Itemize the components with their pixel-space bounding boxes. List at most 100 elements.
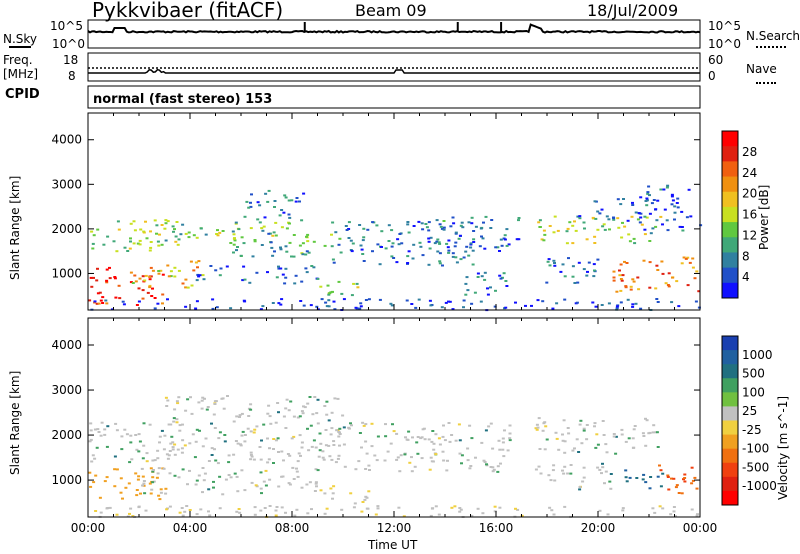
power-echo-cell	[274, 234, 278, 237]
power-echo-cell	[195, 279, 199, 282]
velocity-echo-cell	[131, 515, 135, 518]
velocity-echo-cell	[416, 452, 420, 455]
velocity-echo-cell	[151, 481, 155, 484]
power-echo-cell	[337, 280, 341, 283]
power-echo-cell	[472, 230, 476, 232]
nave-right-tick-bottom: 0	[708, 69, 716, 83]
velocity-echo-cell	[218, 507, 222, 510]
power-echo-cell	[123, 246, 127, 249]
velocity-echo-cell	[350, 424, 353, 427]
power-echo-cell	[97, 302, 101, 305]
velocity-echo-cell	[282, 459, 285, 462]
velocity-colorbar-swatch	[722, 490, 738, 506]
velocity-echo-cell	[466, 459, 470, 462]
velocity-echo-cell	[696, 513, 699, 516]
velocity-echo-cell	[481, 512, 485, 515]
velocity-echo-cell	[561, 433, 564, 436]
power-echo-cell	[233, 239, 237, 242]
power-echo-cell	[118, 297, 122, 300]
power-echo-cell	[406, 223, 410, 226]
power-echo-cell	[591, 301, 595, 304]
velocity-echo-cell	[609, 487, 613, 490]
power-echo-cell	[677, 305, 681, 308]
velocity-echo-cell	[438, 443, 442, 446]
power-echo-cell	[420, 222, 424, 225]
power-echo-cell	[483, 271, 487, 274]
velocity-echo-cell	[548, 506, 552, 509]
power-echo-cell	[454, 256, 458, 259]
velocity-echo-cell	[641, 478, 645, 481]
velocity-echo-cell	[555, 437, 559, 440]
power-echo-cell	[676, 206, 680, 209]
velocity-echo-cell	[318, 449, 322, 452]
power-echo-cell	[454, 241, 458, 244]
velocity-echo-cell	[373, 454, 377, 457]
velocity-echo-cell	[582, 429, 586, 432]
power-echo-cell	[153, 307, 157, 310]
power-echo-cell	[173, 275, 177, 278]
power-echo-cell	[173, 266, 177, 269]
power-echo-cell	[280, 298, 284, 301]
velocity-echo-cell	[210, 447, 214, 450]
power-echo-cell	[504, 280, 508, 282]
power-echo-cell	[187, 236, 191, 239]
power-echo-cell	[620, 236, 624, 239]
velocity-echo-cell	[667, 488, 671, 491]
power-echo-cell	[626, 298, 630, 301]
power-echo-cell	[312, 240, 316, 243]
velocity-echo-cell	[129, 507, 133, 510]
velocity-echo-cell	[476, 507, 480, 510]
power-echo-cell	[156, 240, 160, 243]
power-echo-cell	[211, 298, 215, 301]
power-echo-cell	[310, 265, 314, 267]
velocity-echo-cell	[315, 412, 319, 415]
velocity-echo-cell	[135, 448, 139, 451]
power-echo-cell	[645, 197, 649, 200]
velocity-echo-cell	[429, 456, 433, 459]
velocity-echo-cell	[566, 427, 570, 429]
power-echo-cell	[331, 290, 334, 293]
power-echo-cell	[294, 200, 298, 203]
time-tick-label: 12:00	[377, 521, 412, 535]
velocity-echo-cell	[129, 434, 133, 437]
power-echo-cell	[438, 242, 442, 245]
velocity-echo-cell	[252, 431, 256, 434]
power-echo-cell	[600, 208, 604, 211]
power-echo-cell	[364, 299, 368, 301]
velocity-echo-cell	[666, 476, 670, 478]
velocity-echo-cell	[91, 454, 95, 457]
velocity-echo-cell	[651, 431, 655, 434]
power-echo-cell	[629, 288, 633, 291]
power-echo-cell	[697, 290, 701, 293]
velocity-echo-cell	[134, 434, 138, 436]
power-colorbar-swatch	[722, 252, 738, 269]
power-echo-cell	[145, 237, 149, 240]
power-echo-cell	[241, 279, 245, 282]
power-echo-cell	[631, 204, 635, 206]
power-echo-cell	[447, 239, 451, 242]
velocity-echo-cell	[446, 459, 449, 462]
power-echo-cell	[471, 263, 475, 266]
velocity-echo-cell	[632, 446, 636, 449]
velocity-echo-cell	[94, 510, 98, 512]
power-echo-cell	[552, 231, 556, 234]
power-echo-cell	[153, 219, 157, 222]
velocity-echo-cell	[323, 405, 327, 407]
power-echo-cell	[347, 237, 351, 239]
power-echo-cell	[201, 274, 205, 277]
velocity-echo-cell	[537, 417, 541, 420]
velocity-echo-cell	[672, 506, 676, 508]
time-tick-label: 16:00	[479, 521, 514, 535]
power-colorbar-label: Power [dB]	[757, 184, 771, 250]
velocity-echo-cell	[167, 454, 171, 457]
power-echo-cell	[153, 297, 157, 299]
power-echo-cell	[483, 278, 487, 281]
power-echo-cell	[680, 226, 684, 228]
velocity-echo-cell	[259, 509, 263, 512]
power-echo-cell	[306, 233, 310, 236]
velocity-echo-cell	[343, 465, 347, 468]
power-echo-cell	[459, 224, 463, 227]
velocity-echo-cell	[239, 443, 242, 446]
power-echo-cell	[129, 237, 132, 240]
velocity-echo-cell	[108, 506, 112, 509]
